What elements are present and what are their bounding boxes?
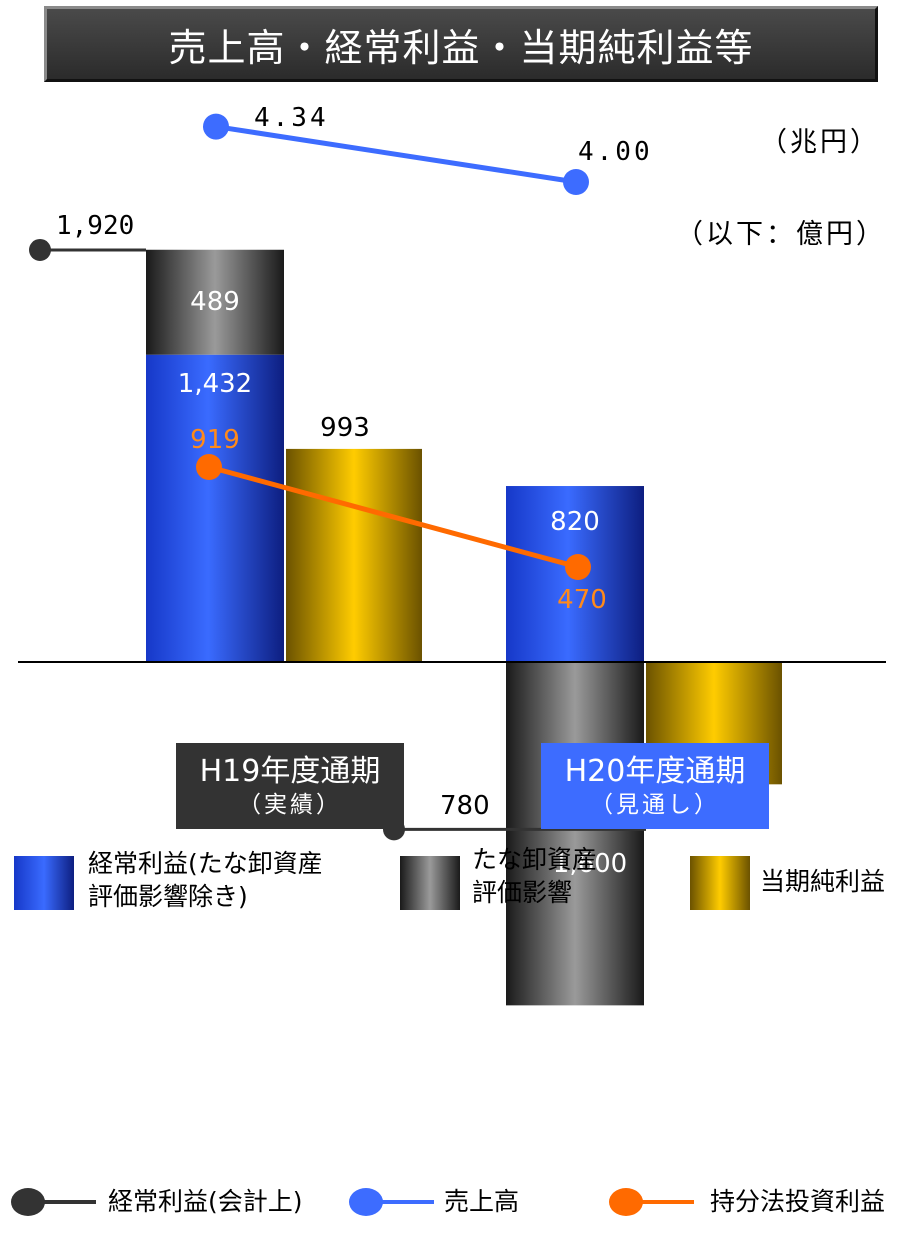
bar-label-0-0: 1,432 bbox=[178, 369, 252, 399]
sales-label-1: 4.00 bbox=[578, 137, 653, 167]
bar-label-1-1: 1,600 bbox=[553, 849, 627, 879]
legend-marker-orange-line-dot bbox=[609, 1188, 643, 1216]
labels-layer: 1,4328204891,6009935701,9207804.344.0091… bbox=[56, 103, 763, 879]
legend-label-gray-bar: たな卸資産 評価影響 bbox=[472, 844, 597, 909]
legend-swatch-gray-bar bbox=[400, 856, 460, 910]
category-label-h20-line1: H20年度通期 bbox=[564, 754, 746, 789]
legend-label-blue-bar: 経常利益(たな卸資産 評価影響除き) bbox=[88, 848, 323, 913]
bar-label-1-0: 489 bbox=[190, 287, 240, 317]
legend-marker-blue-line-dot bbox=[349, 1188, 383, 1216]
legend-label-dark-line: 経常利益(会計上) bbox=[108, 1187, 303, 1216]
category-label-h19: H19年度通期 （実績） bbox=[176, 743, 404, 829]
bar-label-0-1: 820 bbox=[550, 507, 600, 537]
equity-point-0 bbox=[196, 454, 222, 480]
category-label-h20: H20年度通期 （見通し） bbox=[541, 743, 769, 829]
bar-1-A-1 bbox=[506, 662, 644, 1006]
bar-0-A-0 bbox=[146, 354, 284, 662]
legend-swatch-gold-bar bbox=[690, 856, 750, 910]
equity-line bbox=[208, 464, 579, 570]
legend-label-blue-bar-line2: 評価影響除き) bbox=[88, 881, 248, 911]
dark-label-1: 780 bbox=[440, 791, 490, 821]
legend-marker-dark-line-dot bbox=[11, 1188, 45, 1216]
bars-layer bbox=[146, 249, 782, 1006]
unit-label-profit: （以下：億円） bbox=[676, 219, 886, 250]
category-label-h20-line2: （見通し） bbox=[590, 791, 720, 818]
legend-label-gray-bar-line1: たな卸資産 bbox=[472, 845, 598, 874]
sales-point-1 bbox=[563, 169, 589, 195]
sales-label-0: 4.34 bbox=[254, 103, 329, 133]
dark-point-0 bbox=[29, 238, 51, 261]
bar-label-2-0: 993 bbox=[320, 413, 370, 443]
bar-0-B-0 bbox=[286, 448, 422, 662]
category-label-h19-line2: （実績） bbox=[238, 791, 342, 818]
dark-label-0: 1,920 bbox=[56, 211, 134, 241]
legend-label-blue-line: 売上高 bbox=[444, 1187, 520, 1216]
legend-label-orange-line: 持分法投資利益 bbox=[710, 1187, 886, 1216]
legend-lines bbox=[11, 1188, 694, 1216]
sales-line bbox=[215, 124, 577, 185]
category-label-h19-line1: H19年度通期 bbox=[199, 754, 381, 789]
equity-point-1 bbox=[565, 554, 591, 580]
legend-swatch-blue-bar bbox=[14, 856, 74, 910]
equity-label-0: 919 bbox=[190, 425, 240, 455]
legend-label-gold-bar: 当期純利益 bbox=[760, 867, 886, 896]
chart-title: 売上高・経常利益・当期純利益等 bbox=[44, 6, 878, 82]
legend-label-blue-bar-line1: 経常利益(たな卸資産 bbox=[88, 849, 323, 878]
bar-0-A-1 bbox=[146, 249, 284, 355]
unit-label-sales: （兆円） bbox=[760, 127, 880, 158]
legend-label-gray-bar-line2: 評価影響 bbox=[472, 877, 573, 907]
equity-label-1: 470 bbox=[557, 585, 607, 615]
sales-point-0 bbox=[203, 113, 229, 140]
